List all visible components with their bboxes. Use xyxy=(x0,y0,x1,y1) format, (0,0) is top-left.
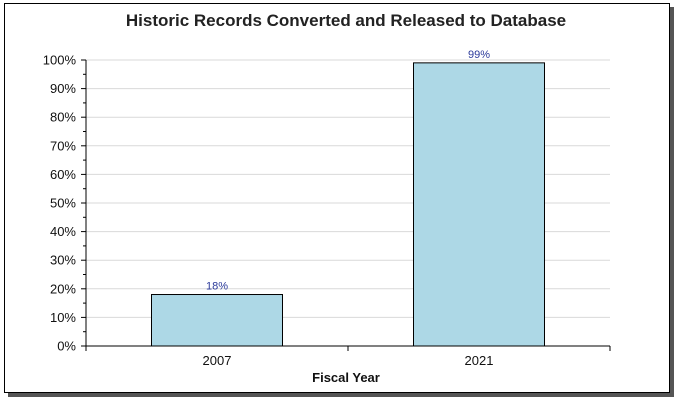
y-tick-label: 50% xyxy=(50,196,76,211)
chart-frame xyxy=(4,3,670,393)
data-label-2007: 18% xyxy=(206,281,228,293)
y-tick-label: 10% xyxy=(50,310,76,325)
y-tick-label: 70% xyxy=(50,138,76,153)
y-tick-label: 60% xyxy=(50,167,76,182)
x-axis-title: Fiscal Year xyxy=(312,370,380,385)
y-tick-label: 40% xyxy=(50,224,76,239)
y-axis: 0% 10% 20% 30% 40% 50% 60% 70% 80% 90% 100% xyxy=(43,53,87,354)
y-tick-label: 100% xyxy=(43,53,77,68)
x-tick-label: 2021 xyxy=(465,353,494,368)
chart-title: Historic Records Converted and Released … xyxy=(126,11,566,30)
y-tick-label: 0% xyxy=(57,339,76,354)
bars: 18% 99% xyxy=(151,49,545,347)
y-tick-label: 90% xyxy=(50,81,76,96)
x-tick-label: 2007 xyxy=(203,353,232,368)
y-tick-label: 30% xyxy=(50,253,76,268)
y-tick-label: 80% xyxy=(50,110,76,125)
bar-2021 xyxy=(413,62,545,347)
bar-2007 xyxy=(151,294,283,347)
y-tick-label: 20% xyxy=(50,281,76,296)
x-axis: 2007 2021 xyxy=(85,345,611,368)
data-label-2021: 99% xyxy=(468,49,490,61)
